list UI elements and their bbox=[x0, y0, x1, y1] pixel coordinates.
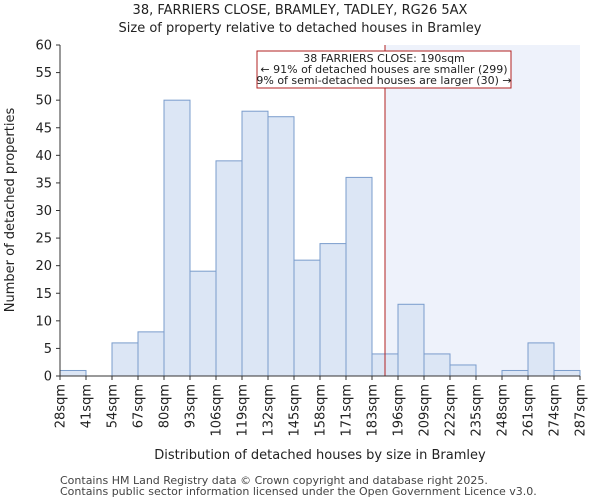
y-tick-label: 50 bbox=[35, 94, 52, 109]
y-axis-label: Number of detached properties bbox=[3, 108, 18, 313]
y-ticks-group: 0 5 10 15 20 25 30 35 40 45 50 55 60 bbox=[35, 39, 60, 385]
bar-93sqm bbox=[189, 270, 217, 377]
x-axis-label: Distribution of detached houses by size … bbox=[154, 448, 486, 463]
bar-248sqm bbox=[501, 369, 529, 377]
y-tick-label: 30 bbox=[35, 204, 52, 219]
bar-274sqm bbox=[553, 369, 581, 377]
x-ticks-group: 28sqm 41sqm 54sqm 67sqm 80sqm 93sqm 106sqm 119s… bbox=[54, 376, 589, 437]
x-tick-label: 248sqm bbox=[496, 384, 511, 437]
x-tick-label: 183sqm bbox=[366, 384, 381, 437]
x-tick-label: 119sqm bbox=[236, 384, 251, 437]
bar-80sqm bbox=[163, 99, 191, 377]
bar-54sqm bbox=[111, 342, 139, 377]
bar-106sqm bbox=[215, 160, 243, 377]
y-tick-label: 5 bbox=[44, 342, 52, 357]
bar-119sqm bbox=[241, 110, 269, 377]
annotation-line-1: 38 FARRIERS CLOSE: 190sqm bbox=[303, 52, 465, 65]
bar-209sqm bbox=[423, 353, 451, 377]
x-tick-label: 145sqm bbox=[288, 384, 303, 437]
annotation-border bbox=[256, 50, 512, 89]
x-tick-label: 67sqm bbox=[132, 384, 147, 428]
x-tick-label: 41sqm bbox=[80, 384, 95, 428]
bar-261sqm bbox=[527, 342, 555, 377]
y-tick-label: 60 bbox=[35, 39, 52, 54]
y-tick-label: 10 bbox=[35, 314, 52, 329]
x-tick-label: 196sqm bbox=[392, 384, 407, 437]
bar-145sqm bbox=[293, 259, 321, 377]
x-tick-label: 158sqm bbox=[314, 384, 329, 437]
bar-196sqm bbox=[397, 303, 425, 377]
annotation-line-2: ← 91% of detached houses are smaller (29… bbox=[260, 63, 507, 76]
x-tick-label: 132sqm bbox=[262, 384, 277, 437]
x-tick-label: 106sqm bbox=[210, 384, 225, 437]
annotation-box: 38 FARRIERS CLOSE: 190sqm ← 91% of detac… bbox=[256, 50, 512, 89]
bar-158sqm bbox=[319, 243, 347, 377]
bars-group bbox=[59, 99, 581, 377]
y-tick-label: 35 bbox=[35, 176, 52, 191]
bar-67sqm bbox=[137, 331, 165, 377]
annotation-line-3: 9% of semi-detached houses are larger (3… bbox=[256, 74, 511, 87]
x-tick-label: 171sqm bbox=[340, 384, 355, 437]
y-tick-label: 55 bbox=[35, 66, 52, 81]
bar-28sqm bbox=[59, 369, 87, 377]
x-tick-label: 209sqm bbox=[418, 384, 433, 437]
x-tick-label: 93sqm bbox=[184, 384, 199, 428]
x-tick-label: 222sqm bbox=[444, 384, 459, 437]
footer-line-1: Contains HM Land Registry data © Crown c… bbox=[60, 474, 488, 487]
footer-line-2: Contains public sector information licen… bbox=[60, 485, 537, 498]
x-tick-label: 274sqm bbox=[548, 384, 563, 437]
x-tick-label: 287sqm bbox=[574, 384, 589, 437]
chart-subtitle: Size of property relative to detached ho… bbox=[119, 21, 482, 36]
x-tick-label: 28sqm bbox=[54, 384, 69, 428]
chart-title: 38, FARRIERS CLOSE, BRAMLEY, TADLEY, RG2… bbox=[133, 3, 468, 18]
x-tick-label: 235sqm bbox=[470, 384, 485, 437]
y-tick-label: 0 bbox=[44, 370, 52, 385]
bar-132sqm bbox=[267, 116, 295, 377]
bar-171sqm bbox=[345, 176, 373, 377]
bar-222sqm bbox=[449, 364, 477, 377]
y-tick-label: 15 bbox=[35, 287, 52, 302]
y-tick-label: 25 bbox=[35, 232, 52, 247]
x-tick-label: 80sqm bbox=[158, 384, 173, 428]
y-tick-label: 40 bbox=[35, 149, 52, 164]
y-tick-label: 45 bbox=[35, 121, 52, 136]
x-tick-label: 261sqm bbox=[522, 384, 537, 437]
y-tick-label: 20 bbox=[35, 259, 52, 274]
x-tick-label: 54sqm bbox=[106, 384, 121, 428]
